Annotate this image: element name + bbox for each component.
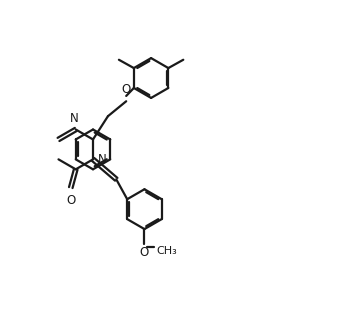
Text: N: N: [70, 113, 78, 125]
Text: O: O: [121, 83, 131, 96]
Text: N: N: [98, 153, 107, 166]
Text: CH₃: CH₃: [156, 246, 177, 256]
Text: O: O: [140, 246, 149, 259]
Text: O: O: [66, 194, 75, 207]
